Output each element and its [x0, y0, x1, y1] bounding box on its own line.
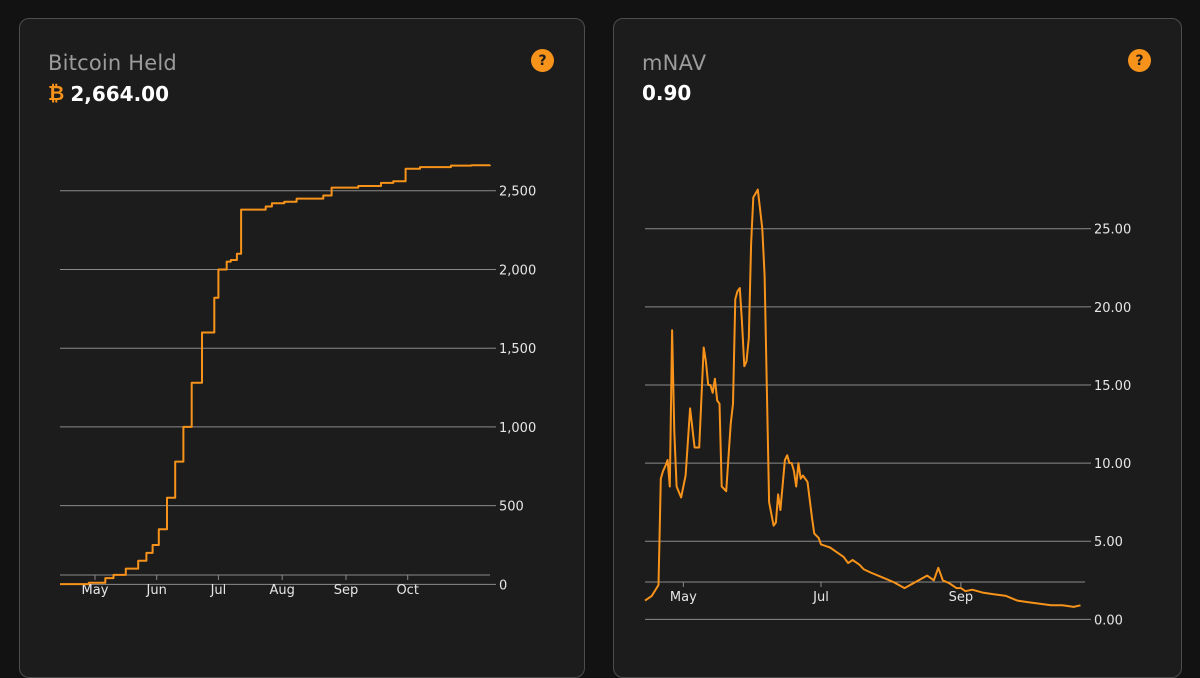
help-icon[interactable]: ? [531, 49, 554, 72]
mnav-value-row: 0.90 [642, 81, 691, 105]
bitcoin-held-value-row: ₿ 2,664.00 [48, 81, 169, 106]
y-tick-label: 10.00 [1094, 457, 1131, 472]
series-line [60, 164, 491, 586]
bitcoin-held-title: Bitcoin Held [48, 51, 177, 75]
bitcoin-held-chart: 0 500 1,000 1,500 2,000 2,500 May Jun Jul Aug Sep O… [60, 164, 536, 598]
series-line [644, 188, 1081, 608]
y-tick-label: 2,500 [499, 185, 536, 200]
y-tick-label: 15.00 [1094, 379, 1131, 394]
x-tick-label: Sep [334, 583, 359, 598]
bitcoin-held-card: Bitcoin Held ₿ 2,664.00 ? 0 500 1,000 1,500… [19, 18, 585, 678]
x-tick-label: Jul [210, 583, 227, 598]
x-tick-label: May [670, 590, 697, 605]
x-tick-label: May [82, 583, 109, 598]
y-tick-label: 500 [499, 500, 524, 515]
x-tick-label: Oct [396, 583, 418, 598]
y-tick-label: 2,000 [499, 263, 536, 278]
x-tick-label: Jul [812, 590, 829, 605]
help-icon[interactable]: ? [1128, 49, 1151, 72]
bitcoin-icon: ₿ [48, 81, 65, 105]
mnav-title: mNAV [642, 51, 707, 75]
mnav-chart: 0.00 5.00 10.00 15.00 20.00 25.00 May Jul Sep [644, 188, 1131, 628]
x-tick-label: Sep [949, 590, 974, 605]
y-tick-label: 20.00 [1094, 301, 1131, 316]
y-tick-label: 5.00 [1094, 535, 1123, 550]
x-tick-label: Jun [146, 583, 167, 598]
y-tick-label: 1,000 [499, 421, 536, 436]
y-tick-label: 0 [499, 578, 507, 593]
mnav-card: mNAV 0.90 ? 0.00 5.00 10.00 15.00 20.00 25.00… [613, 18, 1182, 678]
y-tick-label: 25.00 [1094, 223, 1131, 238]
y-tick-label: 1,500 [499, 342, 536, 357]
y-tick-label: 0.00 [1094, 613, 1123, 628]
bitcoin-held-value: 2,664.00 [70, 81, 170, 106]
x-tick-label: Aug [270, 583, 295, 598]
mnav-value: 0.90 [642, 81, 692, 105]
